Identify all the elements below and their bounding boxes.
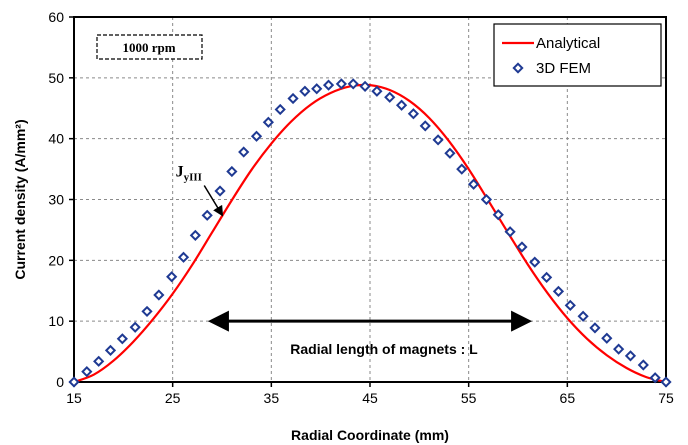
fem-point bbox=[529, 256, 541, 268]
y-tick-label-0: 0 bbox=[56, 374, 64, 390]
fem-point bbox=[504, 226, 516, 238]
fem-point bbox=[201, 209, 213, 221]
fem-point bbox=[153, 289, 165, 301]
x-axis-label: Radial Coordinate (mm) bbox=[291, 427, 449, 443]
fem-point bbox=[444, 147, 456, 159]
fem-point bbox=[637, 359, 649, 371]
speed-annotation: 1000 rpm bbox=[96, 34, 203, 60]
x-tick-label-6: 75 bbox=[658, 390, 674, 406]
jy-annotation: JyIII bbox=[176, 163, 224, 217]
fem-point bbox=[335, 78, 348, 90]
y-tick-label-3: 30 bbox=[48, 192, 64, 208]
legend-analytical-label: Analytical bbox=[536, 35, 600, 52]
legend-fem-swatch bbox=[512, 62, 524, 74]
fem-point bbox=[238, 146, 250, 158]
fem-point bbox=[624, 350, 637, 362]
fem-point bbox=[589, 322, 601, 334]
y-tick-label-1: 10 bbox=[48, 313, 64, 329]
fem-point bbox=[419, 120, 431, 132]
legend-fem-label: 3D FEM bbox=[536, 60, 591, 77]
fem-point bbox=[226, 165, 238, 178]
fem-point bbox=[456, 163, 468, 175]
y-tick-label-6: 60 bbox=[48, 9, 64, 25]
y-tick-label-4: 40 bbox=[48, 131, 64, 147]
fem-point bbox=[177, 251, 190, 263]
x-tick-label-3: 45 bbox=[362, 390, 378, 406]
y-axis-label: Current density (A/mm²) bbox=[12, 119, 28, 279]
jy-arrow bbox=[203, 185, 224, 217]
x-tick-label-4: 55 bbox=[461, 390, 477, 406]
fem-point bbox=[141, 305, 153, 318]
x-tick-label-1: 25 bbox=[165, 390, 181, 406]
x-tick-label-0: 15 bbox=[66, 390, 82, 406]
grid bbox=[74, 17, 666, 382]
fem-point bbox=[274, 103, 286, 116]
fem-point bbox=[347, 78, 359, 90]
x-tick-label-5: 65 bbox=[560, 390, 576, 406]
fem-point bbox=[250, 130, 263, 142]
fem-point bbox=[407, 108, 420, 120]
fem-point bbox=[287, 92, 299, 105]
speed-box-frame bbox=[96, 34, 203, 60]
fem-point bbox=[129, 321, 141, 333]
fem-point bbox=[492, 209, 504, 221]
fem-point bbox=[262, 116, 274, 128]
fem-point bbox=[104, 344, 117, 356]
jy-label-main: J bbox=[176, 163, 184, 180]
fem-point bbox=[480, 193, 493, 206]
fem-point bbox=[516, 241, 528, 253]
speed-box-text: 1000 rpm bbox=[122, 40, 175, 55]
fem-point bbox=[601, 332, 613, 344]
fem-point bbox=[613, 343, 625, 355]
fem-point bbox=[214, 185, 226, 197]
jy-label-sub: yIII bbox=[184, 171, 202, 183]
fem-point bbox=[395, 99, 408, 111]
fem-point bbox=[577, 310, 589, 322]
fem-point bbox=[564, 299, 576, 311]
y-tick-label-5: 50 bbox=[48, 70, 64, 86]
fem-point bbox=[649, 372, 661, 384]
fem-point bbox=[166, 271, 178, 283]
axis-ticks: 15 25 35 45 55 65 75 0 10 20 30 40 50 60 bbox=[48, 9, 674, 406]
jy-label: JyIII bbox=[176, 163, 202, 183]
analytical-series-line bbox=[73, 83, 667, 384]
fem-point bbox=[81, 366, 93, 378]
fem-point bbox=[322, 79, 335, 91]
fem-series-markers bbox=[68, 78, 672, 388]
fem-point bbox=[371, 85, 383, 97]
radial-length-label: Radial length of magnets : L bbox=[290, 341, 478, 357]
x-tick-label-2: 35 bbox=[264, 390, 280, 406]
fem-point bbox=[68, 376, 80, 388]
fem-point bbox=[189, 229, 201, 242]
fem-point bbox=[299, 85, 311, 97]
fem-point bbox=[311, 83, 323, 95]
legend: Analytical 3D FEM bbox=[493, 23, 662, 87]
fem-point bbox=[467, 178, 480, 190]
fem-point bbox=[116, 333, 128, 345]
fem-point bbox=[359, 80, 371, 92]
fem-point bbox=[552, 285, 565, 297]
y-tick-label-2: 20 bbox=[48, 252, 64, 268]
fem-point bbox=[432, 134, 444, 146]
fem-point bbox=[660, 376, 672, 388]
fem-point bbox=[93, 355, 105, 367]
radial-length-annotation: Radial length of magnets : L bbox=[207, 310, 533, 357]
fem-point bbox=[384, 91, 396, 103]
legend-frame bbox=[493, 23, 662, 87]
fem-point bbox=[540, 271, 553, 283]
